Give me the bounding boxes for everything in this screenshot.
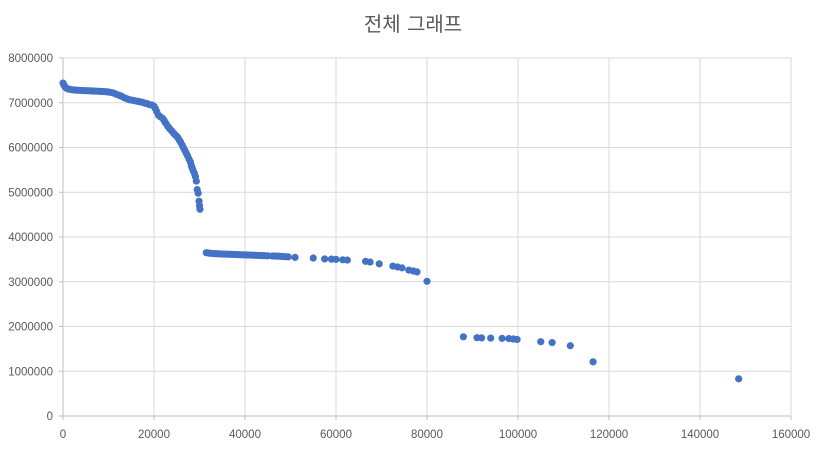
data-point (513, 335, 521, 344)
data-point (196, 205, 204, 213)
data-point (478, 334, 486, 342)
data-point (537, 338, 545, 346)
gridlines (63, 57, 792, 416)
y-tick-label: 3000000 (8, 277, 53, 289)
y-tick-label: 7000000 (8, 98, 53, 110)
data-point (291, 253, 299, 261)
x-tick-label: 100000 (499, 429, 537, 441)
data-points (59, 79, 743, 383)
y-tick-label: 5000000 (8, 187, 53, 199)
x-tick-label: 80000 (411, 429, 443, 441)
x-tick-label: 20000 (138, 429, 170, 441)
data-point (548, 339, 556, 347)
chart-title: 전체 그래프 (363, 12, 463, 36)
data-point (413, 268, 421, 276)
data-point (284, 253, 292, 261)
axes (59, 57, 792, 420)
x-tick-label: 120000 (590, 429, 628, 441)
y-axis-tick-labels: 0 1000000 2000000 3000000 4000000 5000000 6000… (8, 53, 53, 423)
y-tick-label: 1000000 (8, 366, 53, 378)
data-point (321, 255, 329, 263)
data-point (423, 277, 431, 285)
x-tick-label: 140000 (681, 429, 719, 441)
y-tick-label: 2000000 (8, 322, 53, 334)
data-point (343, 256, 351, 264)
x-tick-label: 60000 (320, 429, 352, 441)
data-point (398, 264, 406, 272)
data-point (498, 334, 506, 342)
y-tick-label: 8000000 (8, 53, 53, 65)
data-point (366, 258, 374, 266)
data-point (375, 260, 383, 268)
data-point (487, 334, 495, 342)
data-point (735, 375, 743, 383)
data-point (309, 254, 317, 262)
x-tick-label: 0 (60, 429, 66, 441)
data-point (192, 177, 200, 185)
data-point (459, 333, 467, 341)
y-tick-label: 4000000 (8, 232, 53, 244)
data-point (566, 342, 574, 350)
data-point (589, 358, 597, 366)
x-axis-tick-labels: 0 20000 40000 60000 80000 100000 120000 140000 1… (60, 429, 810, 441)
data-point (194, 189, 202, 197)
x-tick-label: 40000 (229, 429, 261, 441)
x-tick-label: 160000 (772, 429, 810, 441)
y-tick-label: 0 (47, 411, 53, 423)
data-point (332, 255, 340, 263)
y-tick-label: 6000000 (8, 143, 53, 155)
